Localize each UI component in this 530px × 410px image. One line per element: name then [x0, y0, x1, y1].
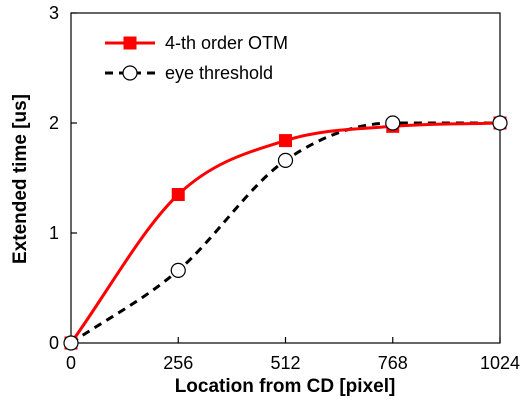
plot-frame — [70, 12, 501, 344]
data-point-eye-threshold — [492, 115, 508, 131]
x-tick-label: 512 — [270, 353, 300, 373]
series-line-otm — [69, 121, 501, 344]
x-tick-label: 768 — [378, 353, 408, 373]
series-lines — [69, 121, 501, 345]
data-point-eye-threshold — [63, 335, 79, 351]
y-tick-label: 2 — [49, 113, 59, 133]
x-axis-title: Location from CD [pixel] — [175, 376, 396, 397]
y-axis-title: Extended time [us] — [10, 94, 31, 264]
x-tick-label: 256 — [163, 353, 193, 373]
series-line-eye-threshold — [70, 121, 500, 345]
legend-label-eye-threshold: eye threshold — [165, 63, 273, 83]
legend-label-otm: 4-th order OTM — [165, 33, 288, 53]
x-tick-label: 1024 — [480, 353, 520, 373]
y-tick-label: 0 — [49, 333, 59, 353]
tick-labels: 0 256 512 768 1024 0 1 2 3 — [49, 3, 520, 373]
legend-marker-otm — [123, 36, 137, 50]
y-tick-label: 1 — [49, 223, 59, 243]
series-markers — [63, 115, 508, 351]
data-point-eye-threshold — [385, 115, 401, 131]
x-tick-label: 0 — [66, 353, 76, 373]
plot-frame-group — [70, 12, 501, 344]
data-point-eye-threshold — [277, 152, 294, 168]
data-point-eye-threshold — [170, 262, 186, 278]
data-point-otm — [279, 134, 292, 148]
data-point-otm — [171, 188, 185, 201]
legend-marker-eye-threshold — [122, 65, 138, 81]
legend: 4-th order OTM eye threshold — [105, 33, 288, 83]
y-tick-label: 3 — [49, 3, 59, 23]
